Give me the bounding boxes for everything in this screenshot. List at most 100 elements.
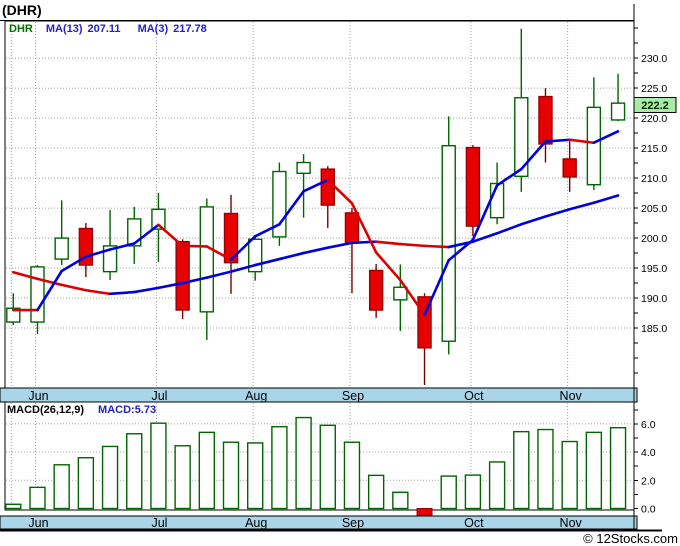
candle — [562, 140, 577, 192]
ma13-value: 207.11 — [87, 23, 121, 35]
current-price-tag: 222.2 — [633, 96, 677, 113]
candle — [247, 236, 263, 281]
macd-bar — [488, 461, 506, 510]
month-bar-top — [0, 387, 638, 403]
candle — [586, 77, 602, 191]
price-axis-label: 220.0 — [641, 113, 667, 125]
price-axis-label: 200.0 — [641, 233, 667, 245]
macd-bar — [29, 486, 46, 510]
macd-bar — [174, 445, 191, 510]
month-label: Nov — [560, 389, 583, 403]
price-axis-label: 205.0 — [641, 203, 667, 215]
month-label: Jul — [151, 516, 167, 530]
candle — [175, 239, 190, 320]
macd-bar — [319, 424, 336, 510]
ma3-label: MA(3) — [137, 23, 169, 35]
macd-axis: 6.0 4.0 2.0 0.0 — [634, 409, 656, 516]
ma13-label: MA(13) — [45, 23, 83, 35]
macd-bars — [5, 416, 627, 516]
macd-bar — [295, 416, 312, 510]
candle — [538, 88, 553, 163]
macd-bar — [513, 430, 530, 510]
macd-bar — [561, 440, 578, 510]
macd-bar — [537, 428, 554, 510]
price-axis-label: 185.0 — [641, 323, 667, 335]
macd-axis-label: 4.0 — [641, 447, 656, 459]
macd-bar — [222, 441, 240, 510]
month-labels: Jun Jun Jul Jul Aug Aug Sep Sep Oct Oct Nov Nov — [28, 389, 582, 530]
candle — [441, 116, 456, 355]
current-price-label: 222.2 — [641, 100, 669, 112]
candle — [223, 194, 239, 294]
price-legend: DHR MA(13) 207.11 MA(3) 217.78 — [9, 23, 224, 35]
candle — [6, 293, 21, 326]
price-axis: 230.0 225.0 220.0 215.0 210.0 205.0 200.0 195.0… — [634, 27, 667, 374]
candle — [344, 208, 360, 294]
macd-value-label: MACD:5.73 — [98, 404, 157, 416]
month-label: Sep — [342, 389, 364, 403]
price-axis-label: 190.0 — [641, 293, 667, 305]
macd-bar — [77, 457, 95, 510]
ma13-line — [12, 194, 620, 296]
macd-params-label: MACD(26,12,9) — [7, 404, 85, 416]
candle — [368, 263, 384, 318]
candle — [54, 200, 69, 266]
month-bar-bottom — [0, 515, 638, 530]
candle — [102, 209, 118, 281]
macd-bar — [392, 491, 409, 510]
month-label: Jul — [151, 389, 167, 403]
footer-divider — [0, 529, 662, 532]
price-axis-label: 210.0 — [641, 173, 667, 185]
ma3-value: 217.78 — [173, 23, 207, 35]
candle — [127, 206, 142, 264]
macd-bar — [101, 445, 119, 510]
candle — [78, 223, 94, 278]
macd-bar — [464, 474, 482, 510]
price-axis-label: 225.0 — [641, 83, 667, 95]
candle — [320, 166, 335, 228]
macd-legend: MACD(26,12,9) MACD:5.73 — [7, 404, 156, 416]
candle — [272, 162, 287, 246]
candle — [296, 154, 311, 218]
candlesticks — [6, 28, 626, 386]
month-label: Aug — [245, 516, 267, 530]
macd-axis-label: 2.0 — [641, 475, 656, 487]
price-axis-label: 230.0 — [641, 53, 667, 65]
macd-bar — [367, 474, 385, 510]
macd-axis-label: 0.0 — [641, 504, 656, 516]
macd-bar — [198, 431, 216, 510]
candle — [610, 73, 626, 122]
macd-bar — [416, 508, 433, 516]
copyright-text: © 12Stocks.com — [583, 531, 678, 546]
month-label: Aug — [245, 389, 267, 403]
price-axis-label: 195.0 — [641, 263, 667, 275]
candle — [151, 193, 166, 263]
macd-bar — [585, 431, 603, 510]
month-label: Oct — [464, 516, 484, 530]
chart-frame — [0, 4, 662, 532]
macd-bar — [609, 427, 627, 510]
macd-bar — [53, 464, 70, 510]
candle — [199, 198, 215, 341]
month-label: Jun — [28, 516, 48, 530]
symbol-label: DHR — [9, 23, 33, 35]
macd-bar — [150, 422, 167, 510]
macd-bar — [271, 426, 288, 510]
macd-bar — [5, 503, 22, 510]
price-panel-box — [4, 20, 635, 389]
macd-bar — [246, 442, 264, 510]
macd-bar — [440, 475, 457, 510]
month-label: Nov — [560, 516, 583, 530]
month-label: Oct — [464, 389, 484, 403]
macd-bar — [126, 433, 143, 510]
candle — [30, 265, 45, 335]
ma3-line — [12, 130, 620, 317]
candle — [465, 145, 481, 237]
page-title: (DHR) — [2, 2, 42, 18]
month-label: Sep — [342, 516, 364, 530]
candle — [514, 28, 529, 192]
macd-axis-label: 6.0 — [641, 419, 656, 431]
candle — [393, 264, 408, 332]
price-axis-label: 215.0 — [641, 143, 667, 155]
